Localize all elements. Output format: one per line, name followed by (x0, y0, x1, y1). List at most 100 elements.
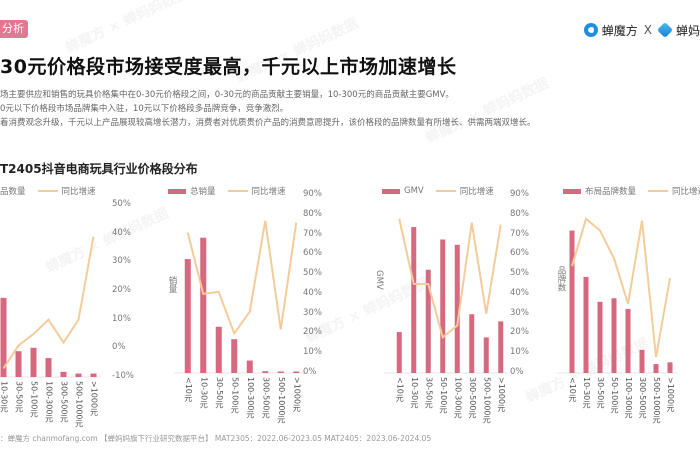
x-axis-tick: 10-30元 (199, 377, 209, 409)
right-axis-tick: 30% (510, 307, 529, 318)
bar (653, 364, 659, 373)
legend-bar-swatch (563, 188, 581, 194)
bar (454, 244, 460, 373)
x-axis-tick: >1000元 (666, 377, 675, 413)
right-axis-tick: 40% (112, 227, 131, 238)
legend-line-label: 同比增速 (672, 187, 700, 197)
right-axis-tick: 60% (510, 248, 529, 259)
right-axis-tick: 50% (510, 268, 529, 279)
bar (411, 227, 417, 373)
chart-plot (0, 236, 101, 378)
y-axis-label: 品牌数 (556, 266, 566, 292)
x-axis-tick: 100-300元 (44, 381, 54, 423)
right-axis-tick: 50% (303, 268, 322, 279)
legend-bar-label: 布局品牌数量 (585, 187, 637, 197)
x-axis-tick: >1000元 (496, 377, 506, 413)
x-axis-tick: >1000元 (292, 377, 302, 413)
bar (15, 351, 22, 377)
legend-line-swatch (227, 190, 248, 192)
bullet-3: 着消费观念升级，千元以上产品展现较高增长潜力，消费者对优质贵价产品的消费意愿提升… (0, 118, 536, 128)
chart-plot (174, 220, 304, 374)
x-axis-tick: 300-500元 (261, 377, 271, 419)
right-axis-tick: 80% (510, 208, 529, 219)
bullet-2: 0元以下价格段市场品牌集中入驻，10元以下价格段多品牌竞争，竞争激烈。 (0, 104, 289, 114)
bar (246, 360, 253, 373)
watermark: 蝉魔方 × 蝉妈妈数据 (63, 0, 192, 57)
legend-line-label: 同比增速 (459, 187, 494, 197)
chart-legend: GMV 同比增速 (382, 185, 494, 197)
right-axis-tick: 10% (303, 347, 322, 358)
growth-line (2, 236, 95, 369)
summary-bullets: 场主要供应和销售的玩具价格集中在0-30元价格段之间，0-30元的商品贡献主要销… (0, 88, 536, 130)
bar (569, 230, 575, 373)
bar (483, 337, 489, 373)
chart-total-sales: 总销量 同比增速 销量 90% 80% 70% 60% 50% 40% 30% 20% 10% 0… (160, 180, 335, 425)
legend-line-swatch (435, 190, 456, 192)
y-axis-label: GMV (374, 270, 384, 290)
right-axis-tick: 10% (510, 347, 529, 358)
legend-bar-label: 品数量 (0, 187, 26, 197)
x-axis-tick: 10-30元 (409, 377, 419, 409)
legend-bar-swatch (168, 188, 186, 194)
right-axis-tick: 70% (303, 228, 322, 239)
legend-line-swatch (648, 190, 669, 192)
page-title: 30元价格段市场接受度最高，千元以上市场加速增长 (0, 56, 457, 78)
right-axis-tick: 10% (112, 313, 131, 324)
x-axis-tick: 50-100元 (29, 381, 39, 418)
right-axis-tick: 30% (303, 307, 322, 318)
chart-brand-count: 布局品牌数量 同比增速 品牌数 <10元 10-30元 30-50元 50-100元 1… (555, 180, 700, 425)
chanmama-logo-icon (657, 22, 673, 38)
chart-legend: 布局品牌数量 同比增速 (563, 185, 700, 197)
x-axis-tick: 500-1000元 (74, 381, 84, 428)
right-axis-tick: 20% (510, 327, 529, 338)
data-source-note: ：蝉魔方 chanmofang.com 【蝉妈妈旗下行业研究数据平台】 MAT2… (0, 434, 432, 443)
x-axis-tick: 50-100元 (438, 377, 448, 414)
x-axis-tick: 50-100元 (230, 377, 240, 414)
x-axis-tick: 30-50元 (424, 377, 434, 409)
growth-line (571, 216, 671, 358)
bar (597, 301, 603, 373)
right-axis-tick: 30% (112, 256, 131, 267)
logo-text-chanmama: 蝉妈 (675, 23, 700, 38)
x-axis-tick: 500-1000元 (652, 377, 661, 424)
bar (215, 326, 222, 373)
partner-logos: 蝉魔方 X 蝉妈 (583, 20, 700, 40)
bar (200, 237, 207, 373)
right-axis-tick: 0% (303, 367, 317, 377)
bar (396, 332, 402, 373)
x-axis-tick: 500-1000元 (276, 377, 286, 424)
bullet-1: 场主要供应和销售的玩具价格集中在0-30元价格段之间，0-30元的商品贡献主要销… (0, 90, 454, 100)
x-axis-tick: 300-500元 (467, 377, 477, 419)
bar (625, 308, 631, 373)
bar (469, 314, 475, 373)
right-axis-tick: 20% (112, 285, 131, 295)
bar (45, 358, 52, 377)
right-axis-tick: 80% (303, 208, 322, 219)
chart-legend: 总销量 同比增速 (168, 185, 286, 197)
bar (231, 339, 238, 373)
bar (30, 347, 37, 377)
bar (184, 259, 191, 373)
x-axis-tick: 30-50元 (596, 377, 605, 409)
y-axis-label: 销量 (167, 276, 177, 293)
x-axis-tick: <10元 (568, 377, 577, 402)
x-axis-tick: 100-300元 (453, 377, 463, 419)
bar (583, 276, 589, 373)
bar (90, 373, 97, 377)
bar (639, 349, 645, 373)
right-axis-tick: 70% (510, 228, 529, 239)
logo-separator: X (643, 23, 652, 37)
x-axis-tick: 10-30元 (0, 381, 9, 413)
x-axis-tick: 100-300元 (245, 377, 255, 419)
right-axis-tick: 90% (303, 189, 322, 199)
legend-line-label: 同比增速 (61, 187, 96, 197)
x-axis-tick: 300-500元 (638, 377, 647, 419)
bar (0, 297, 7, 377)
growth-line (398, 218, 502, 340)
bar (440, 239, 446, 373)
right-axis-tick: 60% (303, 248, 322, 259)
chart-product-count: 品数量 同比增速 50% 40% 30% 20% 10% 0% -10% 10-30元 30-… (0, 180, 150, 428)
x-axis-tick: 300-500元 (59, 381, 69, 423)
right-axis-tick: 20% (303, 327, 322, 338)
right-axis-tick: 90% (510, 189, 529, 199)
